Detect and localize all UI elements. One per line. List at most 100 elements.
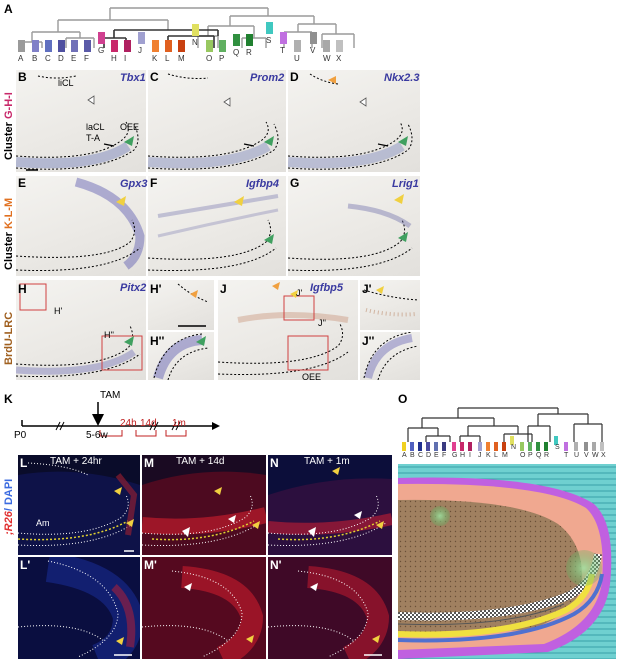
panel-H <box>16 280 146 380</box>
panel-label-H1: H' <box>150 282 162 296</box>
cluster-letter: F <box>442 452 447 459</box>
cluster-swatch-D <box>58 40 65 52</box>
fluor-side-red: ;R26 <box>3 511 15 535</box>
row-label-brdu-lrc: BrdU-LRC <box>3 312 15 365</box>
cluster-swatch-K <box>152 40 159 52</box>
panel-label-F: F <box>150 176 158 190</box>
fluor-side-blue: / DAPI <box>3 478 15 512</box>
cluster-letter: C <box>418 452 424 459</box>
panel-label-M1: M' <box>144 558 157 572</box>
annotation-H1: H' <box>54 306 63 316</box>
annotation-TA: T-A <box>86 133 101 143</box>
cluster-letter: A <box>402 452 407 459</box>
panel-G <box>288 176 420 276</box>
row-label-cluster-GHI: Cluster G-H-I <box>3 92 15 160</box>
cluster-letter: R <box>544 452 550 459</box>
dendrogram-A <box>21 7 355 48</box>
annotation-laCL: laCL <box>86 122 105 132</box>
panel-label-D: D <box>290 70 299 84</box>
cluster-swatch-R <box>246 34 253 46</box>
panel-M1 <box>142 557 266 659</box>
cluster-swatch-N <box>192 24 199 36</box>
panel-L <box>18 455 140 555</box>
gene-label-G: Lrig1 <box>392 178 419 190</box>
cluster-swatch-O <box>206 40 213 52</box>
panel-J1 <box>360 280 420 330</box>
cluster-swatch-C <box>45 40 52 52</box>
panel-J <box>218 280 358 380</box>
panel-label-J1: J' <box>362 282 372 296</box>
cluster-swatch-A <box>18 40 25 52</box>
panel-label-K: K <box>4 392 13 406</box>
cluster-letter: H <box>460 452 466 459</box>
timeline-p0: P0 <box>14 430 27 441</box>
panel-F <box>148 176 286 276</box>
panel-N <box>268 455 392 555</box>
cluster-swatch-B <box>32 40 39 52</box>
cluster-letter: K <box>152 54 158 63</box>
gene-label-B: Tbx1 <box>120 72 146 84</box>
cluster-swatch-U <box>294 40 301 52</box>
cluster-letter: E <box>71 54 77 63</box>
panel-label-L: L <box>20 456 28 470</box>
panel-label-B: B <box>18 70 27 84</box>
annotation-liCL: liCL <box>58 78 74 88</box>
panel-E <box>16 176 146 276</box>
cluster-swatch-F <box>84 40 91 52</box>
annotation-OEE: OEE <box>120 122 140 132</box>
gene-label-H: Pitx2 <box>120 282 147 294</box>
cluster-letter: C <box>45 54 51 63</box>
fluor-title-M: TAM + 14d <box>176 456 225 467</box>
cluster-letter: Q <box>536 452 542 459</box>
annotation-J2: J'' <box>318 318 326 328</box>
gene-label-E: Gpx3 <box>120 178 148 190</box>
cluster-letter: I <box>124 54 127 63</box>
panel-H1 <box>148 280 214 330</box>
cluster-letter: K <box>486 452 491 459</box>
cluster-letters: A B C D E F G H I J K L M N O P Q R S T … <box>18 36 358 66</box>
panel-label-N1: N' <box>270 558 282 572</box>
cluster-letter: O <box>206 54 213 63</box>
panel-label-N: N <box>270 456 279 470</box>
cluster-letter: U <box>574 452 580 459</box>
cluster-swatch-L <box>165 40 172 52</box>
cluster-swatch-E <box>71 40 78 52</box>
timeline-24h: 24h <box>120 418 137 429</box>
annotation-OEE-J: OEE <box>302 372 322 382</box>
row-label-cluster-KLM: Cluster K-L-M <box>3 198 15 270</box>
panel-label-J2: J'' <box>362 334 375 348</box>
cluster-swatch-V <box>310 32 317 44</box>
cluster-letter: E <box>434 452 439 459</box>
panel-J2 <box>360 332 420 380</box>
row-label-prefix: Cluster <box>3 119 15 160</box>
cluster-color-bar <box>18 22 343 70</box>
incisor-schematic <box>398 464 616 659</box>
cluster-swatch-S <box>266 22 273 34</box>
cluster-letter: T <box>280 46 285 55</box>
cluster-letter: F <box>84 54 89 63</box>
cluster-letter: R <box>246 48 252 57</box>
cluster-letter: V <box>584 452 589 459</box>
cluster-swatch-Q <box>233 34 240 46</box>
cluster-letter: S <box>555 444 560 451</box>
cluster-letter: Q <box>233 48 240 57</box>
cluster-letter: H <box>111 54 117 63</box>
cluster-letter: P <box>219 54 225 63</box>
panel-label-H2: H'' <box>150 334 165 348</box>
cluster-letter: W <box>592 452 599 459</box>
panel-label-L1: L' <box>20 558 31 572</box>
cluster-letter: X <box>601 452 606 459</box>
cluster-letter: S <box>266 36 272 45</box>
panel-label-O: O <box>398 392 408 406</box>
cluster-letter: J <box>478 452 482 459</box>
panel-label-E: E <box>18 176 27 190</box>
timeline-14d: 14d <box>140 418 157 429</box>
cluster-letter: V <box>310 46 316 55</box>
timeline-tam: TAM <box>100 390 121 401</box>
cluster-letter: X <box>336 54 342 63</box>
fluor-side-label: ;R26/ DAPI <box>3 479 15 535</box>
cluster-swatch-G <box>98 32 105 44</box>
row-label-prefix: Cluster <box>3 229 15 270</box>
panel-C <box>148 70 286 172</box>
cluster-swatch-P <box>219 40 226 52</box>
